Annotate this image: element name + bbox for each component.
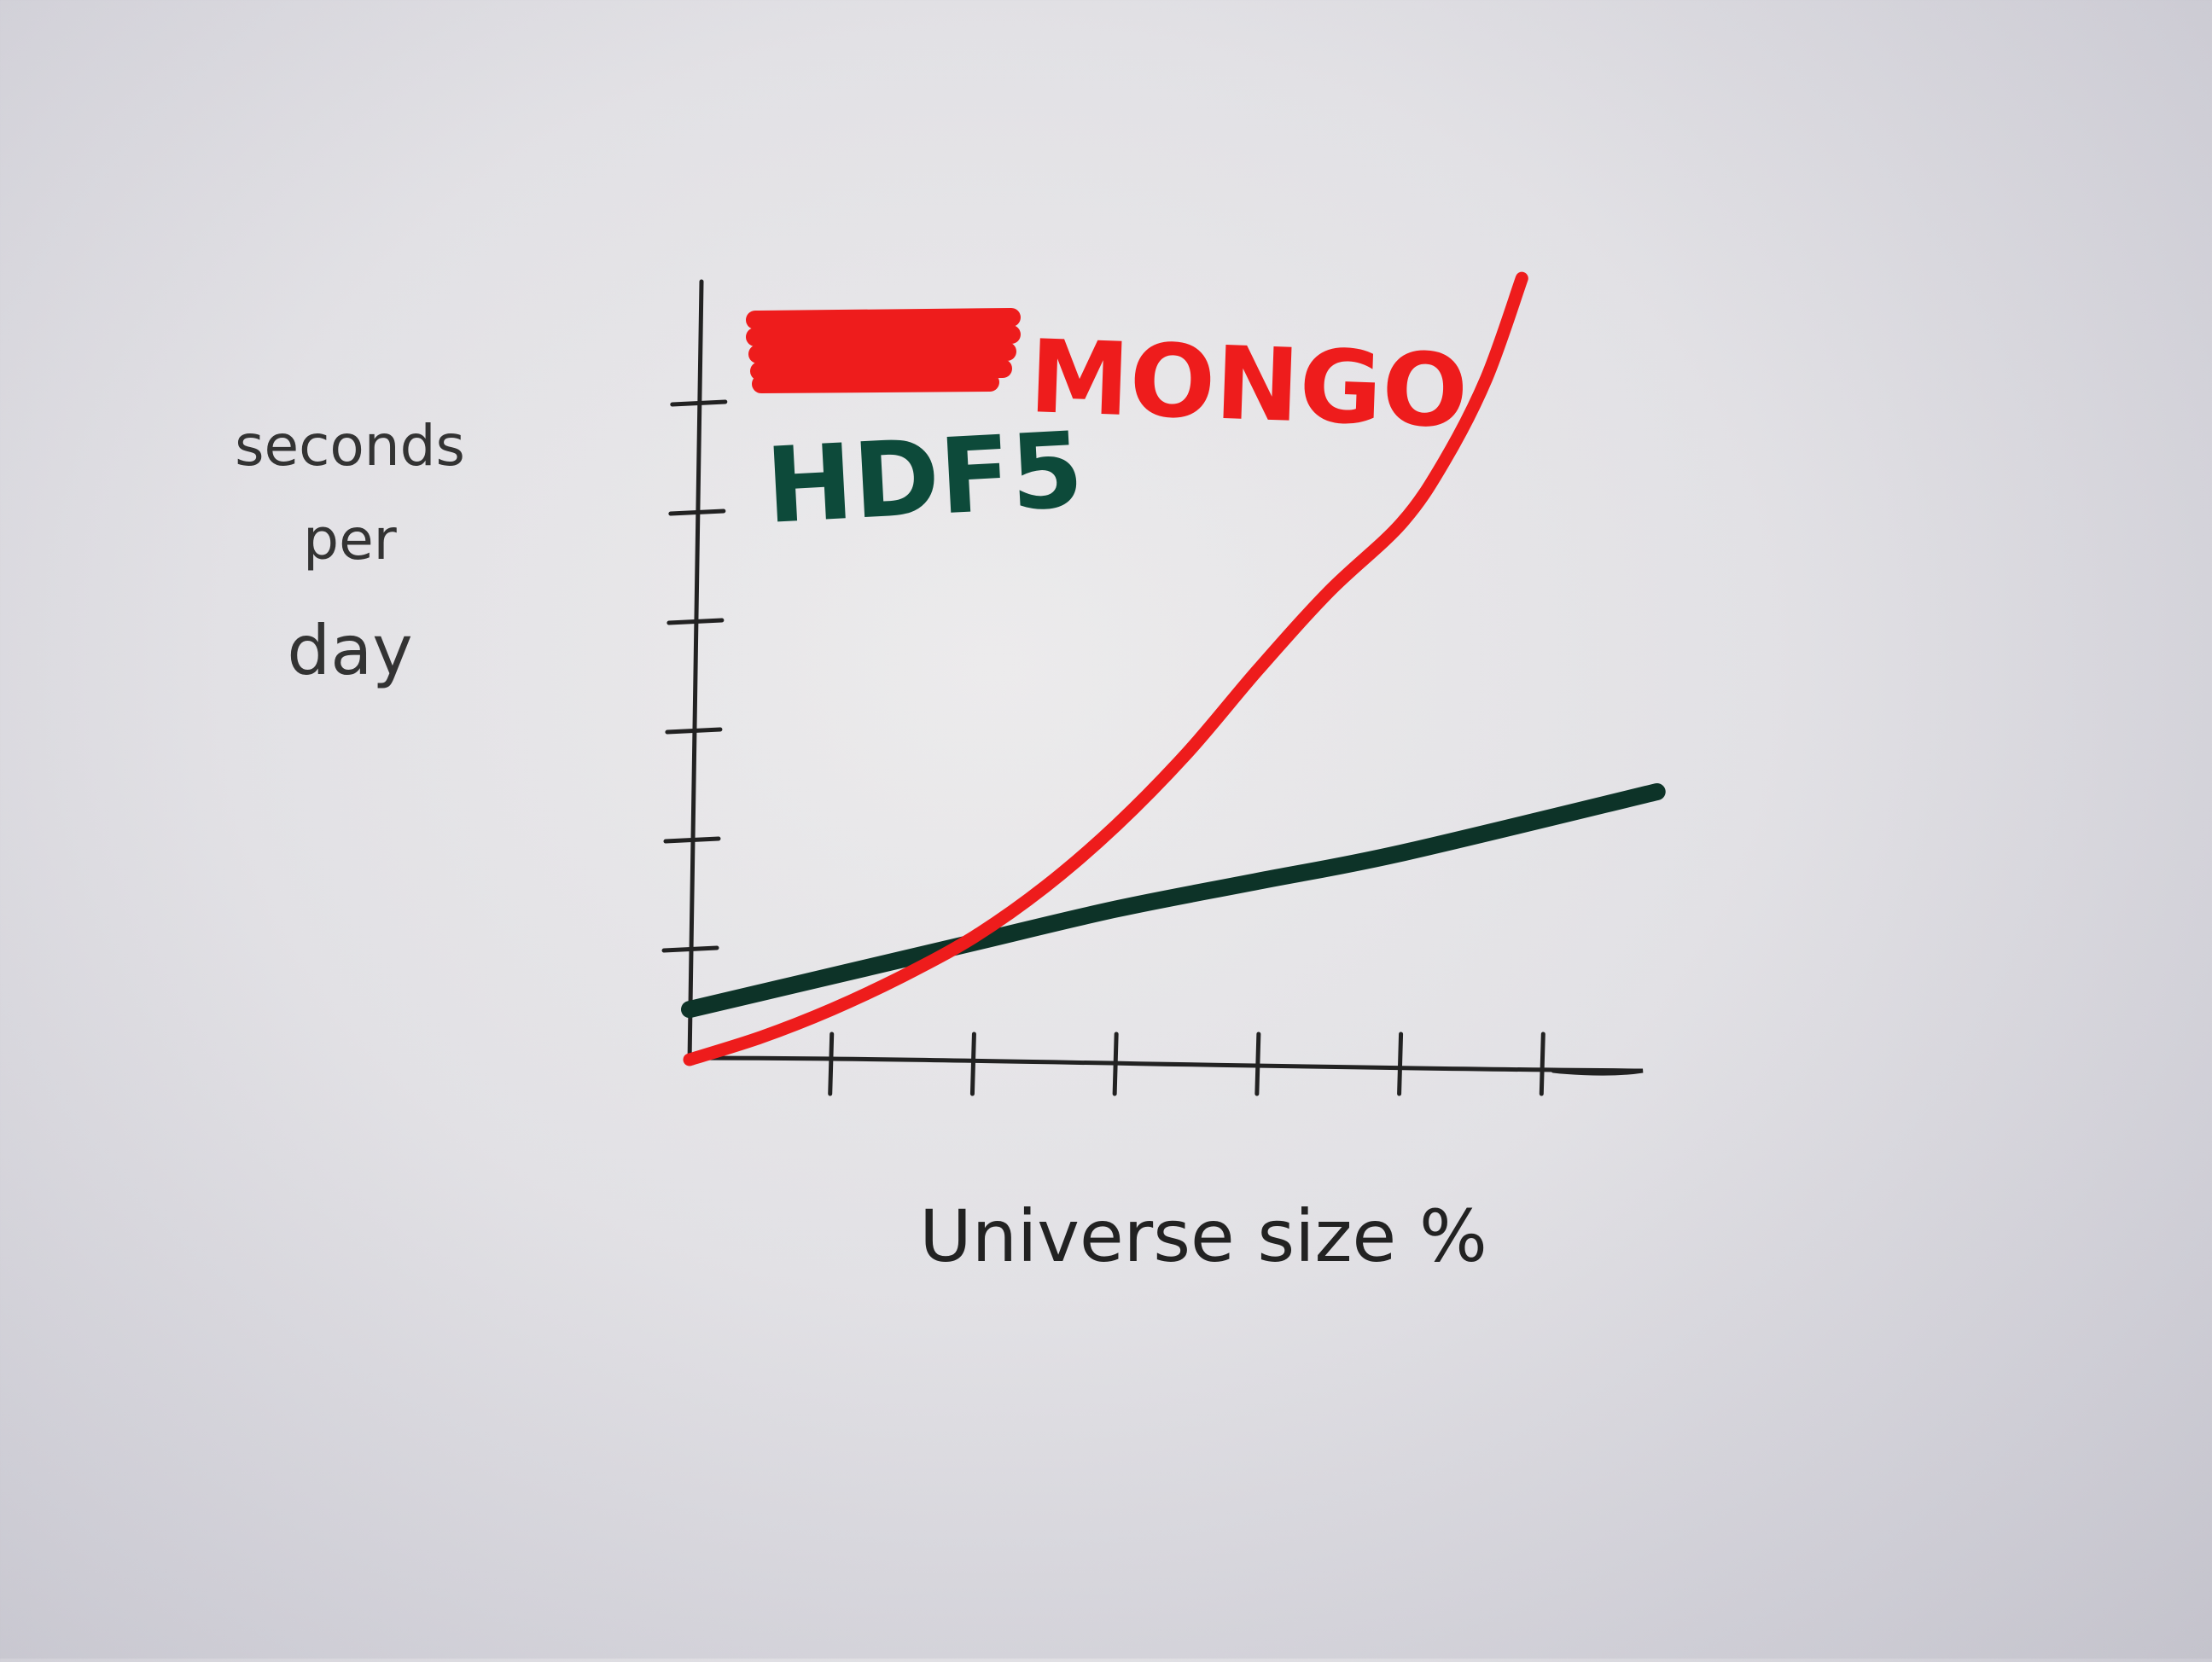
x-axis-label: Universe size % [919,1194,1487,1278]
y-tick [663,836,721,844]
y-tick [665,727,723,735]
x-axis-line [687,1055,1644,1076]
y-axis-line [687,279,704,1065]
series-line-hdf5 [681,783,1666,1019]
legend-label-mongo: MONGO [1027,317,1470,450]
series-line-mongo [683,271,1528,1066]
x-tick [828,1031,835,1096]
y-axis-label-line-1: seconds [235,413,465,479]
legend-strikeout-scribble [746,308,1021,393]
y-axis-label-line-3: day [287,611,412,690]
y-tick [670,399,728,407]
y-tick [661,945,719,953]
legend-label-hdf5: HDF5 [763,410,1086,547]
y-tick [668,508,726,516]
legend: MONGO HDF5 [746,308,1470,547]
x-tick [969,1031,976,1096]
x-tick [1397,1031,1404,1096]
x-tick [1539,1031,1545,1096]
y-tick [667,618,725,625]
y-axis-label-line-2: per [303,507,398,572]
y-axis-label: seconds per day [235,413,465,690]
x-tick [1254,1031,1261,1096]
x-tick [1112,1031,1119,1096]
